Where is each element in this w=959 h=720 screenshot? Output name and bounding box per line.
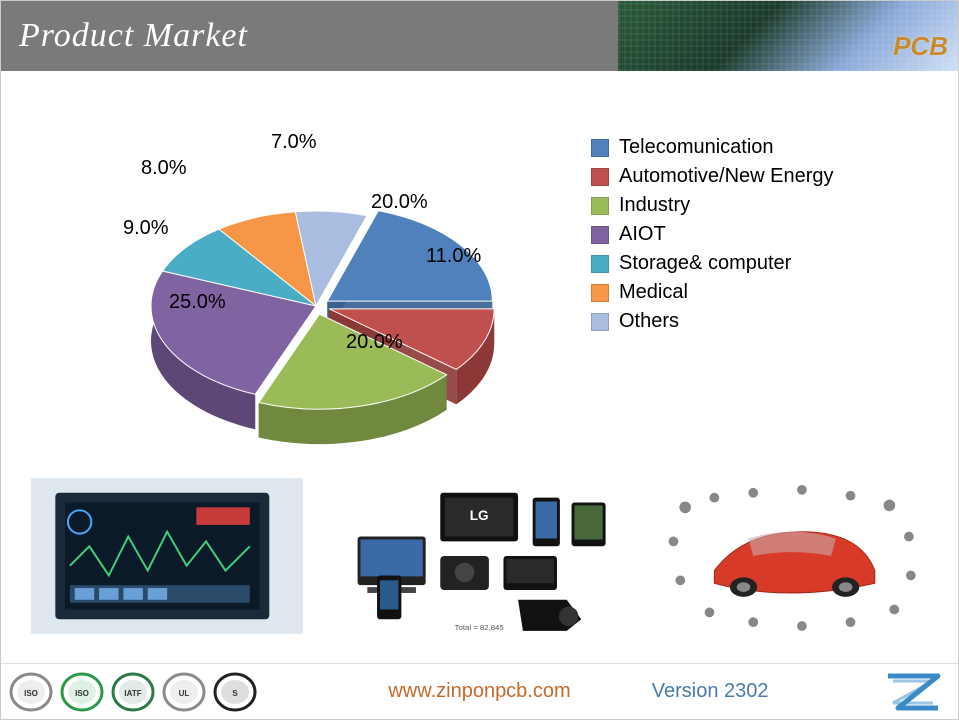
footer-url: www.zinponpcb.com — [388, 680, 570, 703]
legend-label: Automotive/New Energy — [619, 165, 834, 188]
header-image: PCB — [618, 1, 958, 71]
page-title: Product Market — [19, 17, 248, 55]
cert-badge-icon: UL — [162, 672, 207, 712]
header: Product Market PCB — [1, 1, 958, 71]
legend-swatch — [591, 284, 609, 302]
pie-slice-label: 8.0% — [141, 157, 187, 180]
legend: Telecomunication Automotive/New Energy Ind… — [591, 136, 834, 339]
pie-slice-label: 9.0% — [123, 217, 169, 240]
legend-item: Automotive/New Energy — [591, 165, 834, 188]
legend-swatch — [591, 313, 609, 331]
legend-label: AIOT — [619, 223, 666, 246]
pie-svg — [91, 131, 541, 461]
image-automotive — [656, 471, 928, 641]
legend-item: Medical — [591, 281, 834, 304]
footer-version: Version 2302 — [652, 680, 769, 703]
cert-badge-icon: ISO — [9, 672, 54, 712]
legend-swatch — [591, 226, 609, 244]
legend-item: Storage& computer — [591, 252, 834, 275]
svg-text:S: S — [232, 689, 238, 698]
svg-text:Total = 82,845: Total = 82,845 — [455, 623, 504, 632]
cert-strip: ISO ISO IATF UL S — [1, 672, 258, 712]
legend-swatch — [591, 255, 609, 273]
image-electronics: LG Total = 82,845 — [343, 471, 615, 641]
cert-badge-icon: S — [213, 672, 258, 712]
legend-swatch — [591, 197, 609, 215]
pie-slice-label: 7.0% — [271, 131, 317, 154]
brand-text: PCB — [893, 31, 948, 62]
slide: Product Market PCB 20.0% 11.0% 20.0% 25.0% 9… — [0, 0, 959, 720]
pie-slice-label: 11.0% — [426, 245, 481, 268]
cert-badge-icon: IATF — [111, 672, 156, 712]
company-logo-icon — [883, 671, 943, 713]
legend-label: Industry — [619, 194, 690, 217]
image-row: LG Total = 82,845 — [11, 471, 948, 641]
legend-label: Medical — [619, 281, 688, 304]
legend-item: Telecomunication — [591, 136, 834, 159]
svg-text:IATF: IATF — [124, 689, 141, 698]
legend-label: Storage& computer — [619, 252, 791, 275]
svg-text:UL: UL — [179, 689, 190, 698]
cert-badge-icon: ISO — [60, 672, 105, 712]
header-left: Product Market — [1, 1, 618, 71]
pie-slice-label: 20.0% — [371, 191, 428, 214]
legend-item: Industry — [591, 194, 834, 217]
pie-slice-label: 25.0% — [169, 291, 226, 314]
svg-text:ISO: ISO — [75, 689, 89, 698]
legend-swatch — [591, 139, 609, 157]
legend-item: Others — [591, 310, 834, 333]
pie-slice-label: 20.0% — [346, 331, 403, 354]
legend-item: AIOT — [591, 223, 834, 246]
svg-text:LG: LG — [470, 508, 489, 523]
legend-label: Others — [619, 310, 679, 333]
footer: ISO ISO IATF UL S www.zinponpcb.com Version … — [1, 663, 958, 719]
legend-swatch — [591, 168, 609, 186]
pie-chart: 20.0% 11.0% 20.0% 25.0% 9.0% 8.0% 7.0% — [91, 131, 541, 461]
legend-label: Telecomunication — [619, 136, 774, 159]
image-medical — [31, 471, 303, 641]
svg-text:ISO: ISO — [24, 689, 38, 698]
content: 20.0% 11.0% 20.0% 25.0% 9.0% 8.0% 7.0% Telecom… — [1, 71, 958, 664]
